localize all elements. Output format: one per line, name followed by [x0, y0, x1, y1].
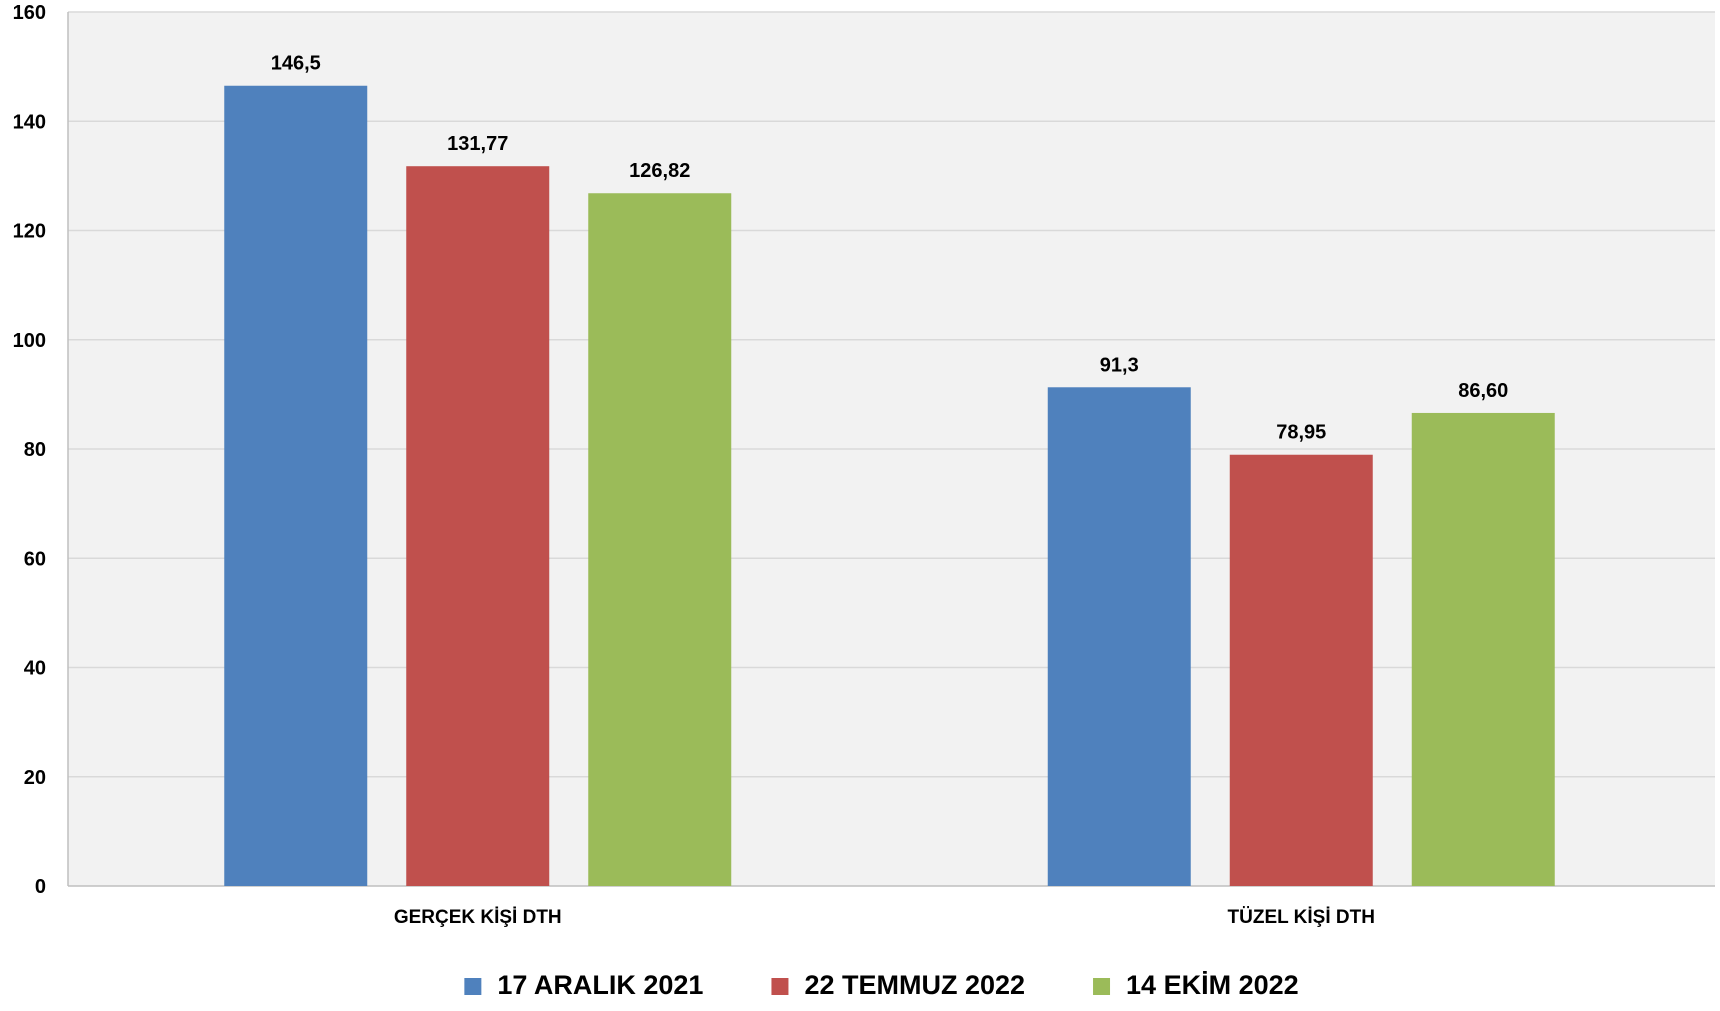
legend-item: 17 ARALIK 2021: [464, 970, 703, 1000]
x-category-label: GERÇEK KİŞİ DTH: [394, 907, 562, 928]
y-tick-label: 40: [24, 658, 46, 680]
bar: [588, 193, 732, 887]
legend: 17 ARALIK 2021 22 TEMMUZ 2022 14 EKİM 2022: [464, 970, 1299, 1000]
legend-label: 14 EKİM 2022: [1126, 970, 1299, 1000]
legend-swatch: [1093, 978, 1111, 995]
y-tick-label: 160: [13, 2, 46, 24]
legend-label: 17 ARALIK 2021: [497, 970, 703, 1000]
bar: [1411, 412, 1555, 886]
bar: [1047, 387, 1191, 886]
bar-data-label: 146,5: [271, 53, 321, 75]
bar: [1229, 454, 1373, 886]
x-axis: GERÇEK KİŞİ DTH TÜZEL KİŞİ DTH: [394, 907, 1375, 928]
y-tick-label: 80: [24, 439, 46, 461]
data-labels: 146,5 131,77 126,82 91,3 78,95 86,60: [271, 53, 1509, 444]
bar: [224, 85, 368, 886]
y-tick-label: 20: [24, 767, 46, 789]
bar: [406, 166, 550, 887]
bar-data-label: 86,60: [1458, 380, 1508, 402]
bars: [224, 85, 1555, 887]
bar-data-label: 78,95: [1276, 422, 1326, 444]
y-tick-label: 100: [13, 330, 46, 352]
y-tick-label: 140: [13, 111, 46, 133]
x-category-label: TÜZEL KİŞİ DTH: [1228, 907, 1375, 928]
bar-data-label: 131,77: [447, 133, 508, 155]
legend-label: 22 TEMMUZ 2022: [804, 970, 1025, 1000]
bar-data-label: 91,3: [1100, 354, 1139, 376]
y-tick-label: 0: [35, 876, 46, 898]
y-tick-label: 120: [13, 221, 46, 243]
legend-swatch: [464, 978, 482, 995]
bar-data-label: 126,82: [629, 160, 690, 182]
y-tick-label: 60: [24, 548, 46, 570]
legend-item: 22 TEMMUZ 2022: [771, 970, 1025, 1000]
legend-swatch: [771, 978, 789, 995]
legend-item: 14 EKİM 2022: [1093, 970, 1299, 1000]
